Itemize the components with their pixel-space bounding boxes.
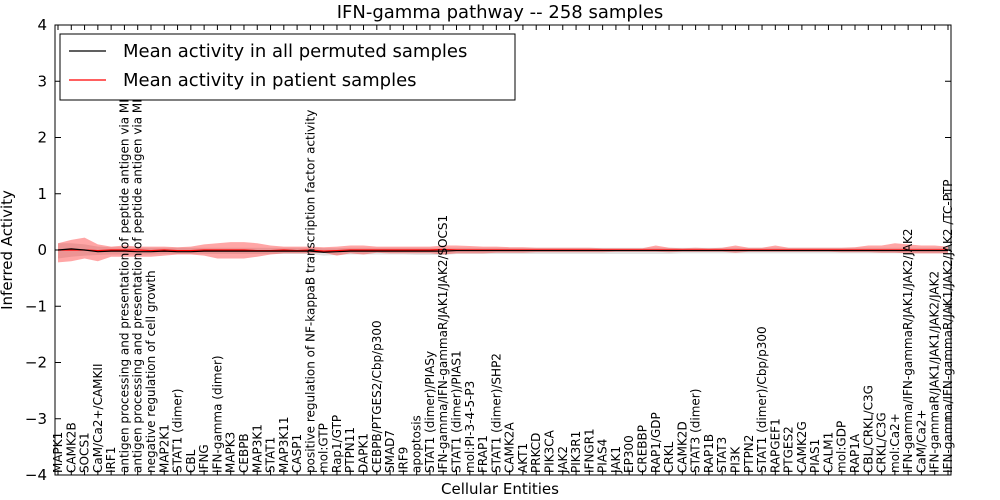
x-tick-label: IFN-gamma/IFN-gammaR/JAK1/JAK2/JAK2 (901, 228, 915, 473)
x-tick-label: CRKL (662, 441, 676, 473)
x-tick-label: RAP1/GDP (649, 412, 663, 473)
x-tick-label: MAP2K1 (157, 424, 171, 473)
x-tick-label: RAP1B (702, 434, 716, 473)
x-tick-label: PIAS4 (596, 439, 610, 473)
y-tick-label: 4 (37, 16, 47, 34)
x-tick-label: AKT1 (516, 443, 530, 473)
x-tick-label: STAT3 (715, 437, 729, 473)
x-tick-label: CAMK2B (64, 422, 78, 473)
x-tick-label: IFN-gamma/IFN-gammaR/JAK1/JAK2/SOCS1 (436, 215, 450, 473)
x-tick-label: PTPN2 (742, 435, 756, 473)
x-tick-label: SOCS1 (78, 432, 92, 473)
x-tick-label: STAT1 (dimer) (171, 389, 185, 473)
x-tick-label: CALM1 (821, 432, 835, 473)
x-tick-label: EP300 (622, 435, 636, 473)
series-line-permuted (57, 248, 948, 253)
x-tick-label: PIAS1 (808, 439, 822, 473)
x-tick-label: STAT1 (dimer)/SHP2 (489, 353, 503, 473)
x-tick-label: Rap1/GTP (330, 415, 344, 473)
x-tick-label: JAK1 (609, 446, 623, 474)
legend-label-permuted: Mean activity in all permuted samples (123, 41, 467, 62)
y-tick-label: −2 (25, 354, 47, 372)
x-tick-label: mol:GTP (317, 423, 331, 473)
x-tick-label: CAMK2G (795, 421, 809, 473)
x-tick-label: CaM/Ca2+ (914, 409, 928, 473)
x-tick-label: PTPN11 (343, 427, 357, 473)
legend-box (59, 33, 516, 101)
x-tick-label: IFN-gamma (dimer) (210, 355, 224, 473)
y-tick-label: −1 (25, 297, 47, 315)
x-tick-label: CASP1 (290, 434, 304, 473)
y-tick-label: 1 (37, 185, 47, 203)
x-tick-label: STAT1 (dimer)/PIAS1 (450, 350, 464, 473)
legend: Mean activity in all permuted samples Me… (59, 33, 516, 101)
y-tick-label: −3 (25, 410, 47, 428)
x-tick-label: CBL/CRKL/C3G (861, 385, 875, 473)
x-tick-label: STAT1 (dimer)/Cbp/p300 (755, 326, 769, 473)
x-tick-label: CEBPB/PTGES2/Cbp/p300 (370, 320, 384, 473)
x-tick-label: DAPK1 (357, 433, 371, 473)
x-tick-label: CREBBP (635, 425, 649, 473)
x-tick-label: RAPGEF1 (768, 418, 782, 473)
x-tick-label: IFNG (197, 444, 211, 473)
x-tick-label: SMAD7 (383, 430, 397, 473)
y-tick-label: 3 (37, 72, 47, 90)
x-tick-labels: MAPK1 CAMK2B SOCS1 CaM/Ca2+/CAMKII IRF1 antig… (51, 41, 955, 474)
chart-title: IFN-gamma pathway -- 258 samples (337, 2, 664, 23)
legend-label-patient: Mean activity in patient samples (123, 70, 417, 91)
x-tick-label: CAMK2D (675, 421, 689, 473)
x-tick-label: PRKCD (529, 433, 543, 473)
plot-area (57, 237, 948, 263)
x-tick-label: JAK2 (556, 446, 570, 474)
x-tick-label: IFN-gammaR/JAK1/JAK1/JAK2/JAK2 (928, 271, 942, 473)
x-tick-label: apoptosis (410, 415, 424, 473)
x-tick-label: CBL (184, 449, 198, 473)
x-tick-label: CaM/Ca2+/CAMKII (91, 364, 105, 473)
x-tick-label: mol:Ca2+ (888, 413, 902, 473)
x-tick-label: positive regulation of NF-kappaB transcr… (303, 110, 317, 473)
x-tick-label: IRF1 (104, 447, 118, 473)
y-tick-label: −4 (25, 466, 47, 484)
x-tick-label: STAT1 (dimer)/PIASy (423, 351, 437, 473)
x-axis-label: Cellular Entities (441, 480, 559, 498)
x-tick-label: antigen processing and presentation of p… (131, 41, 145, 473)
x-tick-label: MAP3K11 (277, 416, 291, 473)
y-axis-label: Inferred Activity (0, 190, 16, 310)
x-tick-label: IFNGR1 (582, 428, 596, 473)
x-tick-label: mol:PI-3-4-5-P3 (463, 381, 477, 473)
y-tick-label: 0 (37, 241, 47, 259)
x-tick-label: negative regulation of cell growth (144, 270, 158, 473)
x-tick-label: MAP3K1 (250, 424, 264, 473)
x-tick-label: antigen processing and presentation of p… (117, 44, 131, 473)
x-tick-label: CAMK2A (503, 422, 517, 473)
x-tick-label: CEBPB (237, 433, 251, 473)
x-tick-label: RAP1A (848, 433, 862, 473)
axes: −4 −3 −2 −1 0 1 2 3 4 (25, 16, 952, 484)
x-tick-label: PIK3R1 (569, 431, 583, 473)
x-tick-label: IFN-gamma/IFN-gammaR/JAK1/JAK2/JAK2 /TC-… (941, 179, 955, 473)
x-tick-label: MAPK3 (224, 432, 238, 473)
y-tick-label: 2 (37, 129, 47, 147)
x-tick-label: PTGES2 (782, 426, 796, 473)
x-tick-label: CRKL/C3G (875, 412, 889, 473)
x-tick-label: IRF9 (396, 447, 410, 473)
x-tick-label: PI3K (728, 446, 742, 473)
x-tick-label: STAT3 (dimer) (689, 389, 703, 473)
x-tick-label: STAT1 (264, 437, 278, 473)
x-tick-label: PIK3CA (542, 429, 556, 473)
x-tick-label: mol:GDP (835, 421, 849, 473)
x-tick-label: FRAP1 (476, 435, 490, 473)
x-tick-label: MAPK1 (51, 432, 65, 473)
